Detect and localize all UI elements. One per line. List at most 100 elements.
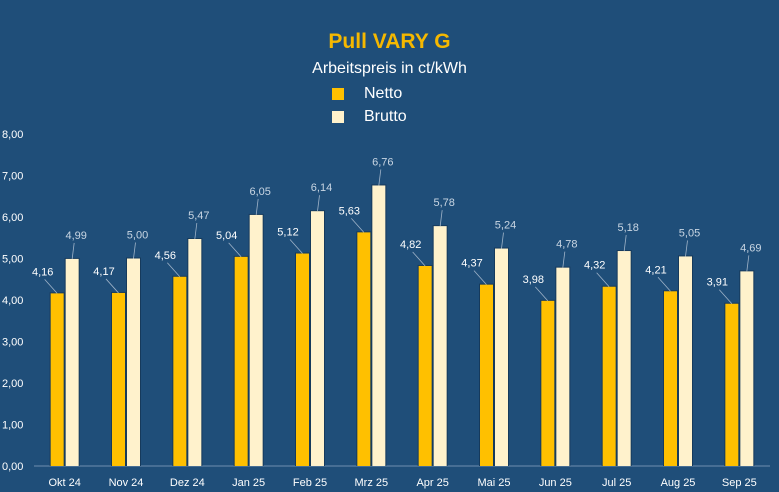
leader-line bbox=[71, 242, 75, 259]
leader-line bbox=[623, 234, 627, 252]
bar-brutto bbox=[495, 248, 508, 466]
bar-brutto bbox=[617, 251, 631, 466]
x-tick-label: Sep 25 bbox=[722, 477, 757, 489]
leader-line bbox=[562, 251, 566, 268]
y-tick-label: 1,00 bbox=[2, 420, 23, 432]
data-label-netto: 5,04 bbox=[216, 230, 237, 242]
data-label-brutto: 6,14 bbox=[311, 182, 332, 194]
bar-netto bbox=[664, 291, 677, 466]
data-label-netto: 4,32 bbox=[584, 260, 605, 272]
leader-line bbox=[657, 277, 671, 292]
leader-line bbox=[105, 278, 119, 294]
data-label-netto: 3,91 bbox=[707, 277, 728, 289]
x-tick-label: Jun 25 bbox=[539, 477, 572, 489]
bar-netto bbox=[296, 253, 309, 466]
data-label-brutto: 5,05 bbox=[679, 227, 700, 239]
data-label-brutto: 6,76 bbox=[372, 156, 393, 168]
y-tick-label: 3,00 bbox=[2, 337, 23, 349]
x-tick-label: Okt 24 bbox=[48, 477, 80, 489]
y-tick-label: 6,00 bbox=[2, 212, 23, 224]
leader-line bbox=[596, 272, 610, 287]
bar-brutto bbox=[127, 258, 140, 466]
bar-netto bbox=[602, 286, 616, 466]
data-label-netto: 4,37 bbox=[461, 258, 482, 270]
bar-netto bbox=[173, 276, 187, 466]
leader-line bbox=[194, 222, 198, 240]
leader-line bbox=[255, 198, 259, 215]
bar-brutto bbox=[433, 226, 447, 466]
data-label-netto: 5,63 bbox=[339, 205, 360, 217]
bar-netto bbox=[357, 232, 371, 466]
y-tick-label: 8,00 bbox=[2, 129, 23, 141]
x-tick-label: Jul 25 bbox=[602, 477, 631, 489]
data-label-brutto: 5,00 bbox=[127, 230, 148, 242]
leader-line bbox=[501, 232, 504, 249]
leader-line bbox=[439, 210, 443, 227]
legend-label-brutto: Brutto bbox=[364, 107, 407, 125]
bar-netto bbox=[418, 265, 432, 466]
legend-label-netto: Netto bbox=[364, 84, 403, 102]
legend-swatch-brutto bbox=[332, 110, 344, 123]
chart-subtitle: Arbeitspreis in ct/kWh bbox=[312, 60, 467, 77]
leader-line bbox=[412, 251, 426, 267]
data-label-netto: 3,98 bbox=[523, 274, 544, 286]
data-label-brutto: 4,99 bbox=[65, 230, 86, 242]
leader-line bbox=[351, 218, 365, 233]
bar-netto bbox=[50, 293, 64, 466]
data-label-netto: 4,21 bbox=[645, 264, 666, 276]
leader-line bbox=[317, 195, 320, 212]
y-tick-label: 0,00 bbox=[2, 461, 23, 473]
leader-line bbox=[378, 169, 382, 186]
leader-line bbox=[473, 270, 487, 285]
y-tick-label: 5,00 bbox=[2, 254, 23, 266]
bar-brutto bbox=[188, 238, 202, 466]
leader-line bbox=[167, 262, 181, 278]
chart-title: Pull VARY G bbox=[328, 30, 451, 53]
y-tick-label: 2,00 bbox=[2, 378, 23, 390]
leader-line bbox=[228, 242, 242, 258]
data-label-brutto: 5,18 bbox=[617, 222, 638, 234]
bar-brutto bbox=[556, 267, 570, 466]
x-tick-label: Feb 25 bbox=[293, 477, 327, 489]
legend-item-netto: Netto bbox=[332, 82, 407, 105]
data-label-brutto: 4,78 bbox=[556, 239, 577, 251]
bar-netto bbox=[112, 292, 125, 466]
x-tick-label: Jan 25 bbox=[232, 477, 265, 489]
x-tick-label: Apr 25 bbox=[416, 477, 448, 489]
data-label-netto: 4,56 bbox=[155, 250, 176, 262]
legend: Netto Brutto bbox=[332, 82, 407, 128]
data-label-netto: 4,82 bbox=[400, 239, 421, 251]
x-tick-label: Nov 24 bbox=[109, 477, 144, 489]
bar-brutto bbox=[249, 214, 263, 466]
x-tick-label: Aug 25 bbox=[661, 477, 696, 489]
bar-netto bbox=[234, 256, 248, 466]
y-tick-label: 7,00 bbox=[2, 171, 23, 183]
data-label-brutto: 5,24 bbox=[495, 220, 516, 232]
bar-netto bbox=[541, 300, 555, 466]
bar-netto bbox=[725, 303, 739, 466]
bar-netto bbox=[480, 284, 493, 466]
y-tick-label: 4,00 bbox=[2, 295, 23, 307]
data-label-brutto: 5,47 bbox=[188, 210, 209, 222]
x-tick-label: Mai 25 bbox=[477, 477, 510, 489]
bar-brutto bbox=[740, 271, 754, 466]
legend-swatch-netto bbox=[332, 87, 344, 100]
x-tick-label: Mrz 25 bbox=[355, 477, 389, 489]
bar-brutto bbox=[679, 256, 692, 466]
leader-line bbox=[746, 255, 750, 272]
bar-brutto bbox=[372, 185, 386, 466]
leader-line bbox=[44, 279, 58, 294]
data-label-brutto: 6,05 bbox=[249, 186, 270, 198]
legend-item-brutto: Brutto bbox=[332, 105, 407, 128]
data-label-netto: 4,16 bbox=[32, 266, 53, 278]
bar-brutto bbox=[311, 211, 324, 466]
leader-line bbox=[133, 242, 136, 259]
leader-line bbox=[685, 240, 688, 257]
x-tick-label: Dez 24 bbox=[170, 477, 205, 489]
leader-line bbox=[719, 289, 733, 305]
leader-line bbox=[535, 286, 549, 302]
bar-brutto bbox=[65, 258, 79, 466]
data-label-netto: 4,17 bbox=[93, 266, 114, 278]
